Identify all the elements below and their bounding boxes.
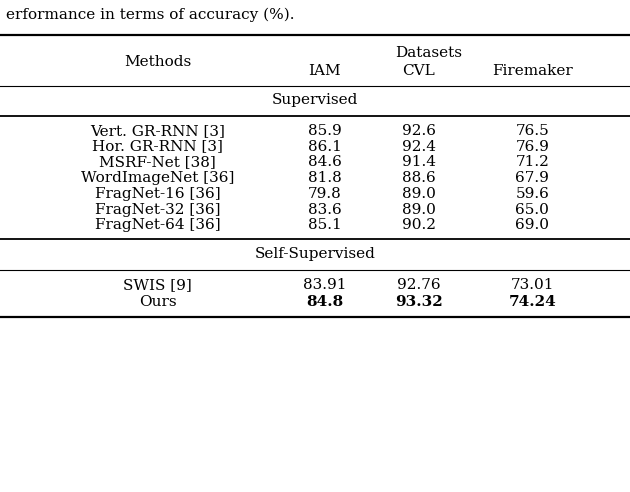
Text: Methods: Methods [124,55,191,69]
Text: 65.0: 65.0 [515,203,549,216]
Text: 91.4: 91.4 [402,155,436,169]
Text: 69.0: 69.0 [515,218,549,232]
Text: 85.9: 85.9 [307,124,341,138]
Text: 81.8: 81.8 [307,171,341,185]
Text: 83.6: 83.6 [307,203,341,216]
Text: 76.9: 76.9 [515,140,549,154]
Text: 67.9: 67.9 [515,171,549,185]
Text: 84.8: 84.8 [306,295,343,309]
Text: FragNet-64 [36]: FragNet-64 [36] [94,218,220,232]
Text: 85.1: 85.1 [307,218,341,232]
Text: IAM: IAM [308,64,341,78]
Text: FragNet-16 [36]: FragNet-16 [36] [94,187,220,201]
Text: 79.8: 79.8 [307,187,341,201]
Text: 73.01: 73.01 [510,278,554,292]
Text: 71.2: 71.2 [515,155,549,169]
Text: Self-Supervised: Self-Supervised [255,247,375,261]
Text: CVL: CVL [403,64,435,78]
Text: 90.2: 90.2 [402,218,436,232]
Text: 86.1: 86.1 [307,140,341,154]
Text: 59.6: 59.6 [515,187,549,201]
Text: Hor. GR-RNN [3]: Hor. GR-RNN [3] [92,140,223,154]
Text: 92.6: 92.6 [402,124,436,138]
Text: 83.91: 83.91 [302,278,346,292]
Text: 76.5: 76.5 [515,124,549,138]
Text: FragNet-32 [36]: FragNet-32 [36] [94,203,220,216]
Text: 89.0: 89.0 [402,203,436,216]
Text: SWIS [9]: SWIS [9] [123,278,192,292]
Text: Vert. GR-RNN [3]: Vert. GR-RNN [3] [90,124,225,138]
Text: 74.24: 74.24 [508,295,556,309]
Text: Firemaker: Firemaker [492,64,573,78]
Text: Datasets: Datasets [395,46,462,60]
Text: MSRF-Net [38]: MSRF-Net [38] [99,155,216,169]
Text: 92.76: 92.76 [397,278,441,292]
Text: WordImageNet [36]: WordImageNet [36] [81,171,234,185]
Text: 92.4: 92.4 [402,140,436,154]
Text: 89.0: 89.0 [402,187,436,201]
Text: 88.6: 88.6 [402,171,436,185]
Text: Supervised: Supervised [272,93,358,107]
Text: erformance in terms of accuracy (%).: erformance in terms of accuracy (%). [6,7,295,22]
Text: 93.32: 93.32 [395,295,443,309]
Text: 84.6: 84.6 [307,155,341,169]
Text: Ours: Ours [139,295,176,309]
